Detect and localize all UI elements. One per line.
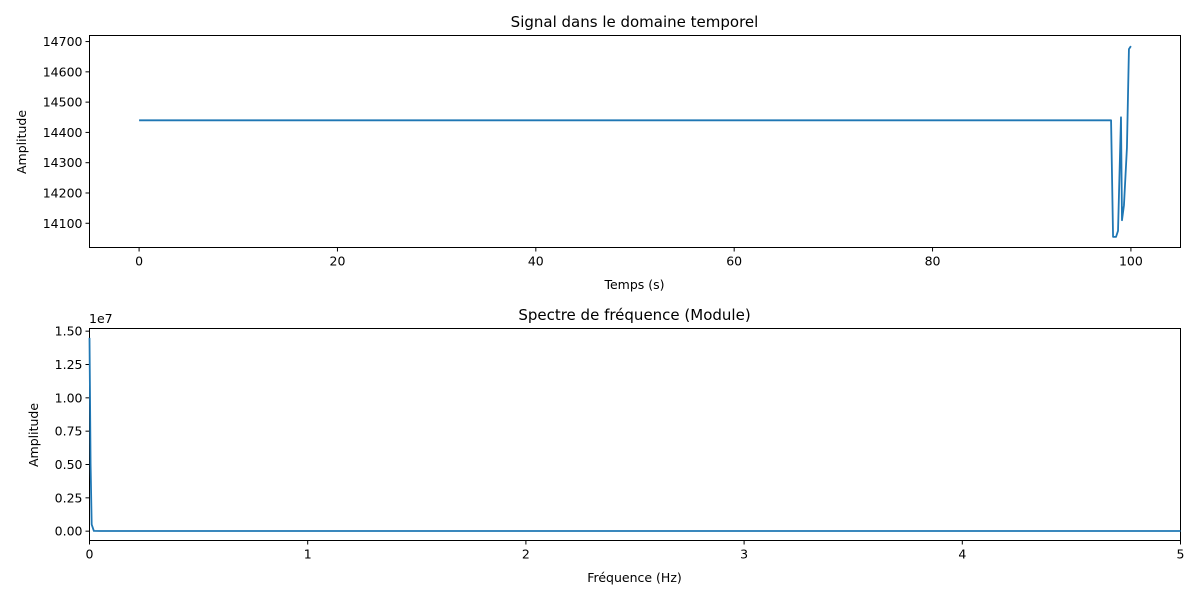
time-y-tick-label: 14200 bbox=[43, 185, 83, 200]
spectrum-chart-title: Spectre de fréquence (Module) bbox=[518, 306, 750, 324]
time-chart-title: Signal dans le domaine temporel bbox=[511, 13, 759, 31]
time-x-tick-label: 80 bbox=[925, 254, 941, 269]
spectrum-y-offset-text: 1e7 bbox=[89, 311, 113, 326]
spec-y-tick-label: 0.25 bbox=[55, 490, 83, 505]
spec-y-tick-label: 1.25 bbox=[55, 357, 83, 372]
time-x-tick-label: 100 bbox=[1119, 254, 1143, 269]
spectrum-chart-frame bbox=[89, 328, 1181, 541]
time-y-tick-label: 14100 bbox=[43, 216, 83, 231]
time-y-tick-label: 14400 bbox=[43, 125, 83, 140]
time-x-tick-label: 40 bbox=[528, 254, 544, 269]
spectrum-x-ticks: 0 1 2 3 4 5 bbox=[86, 540, 1185, 562]
spec-y-tick-label: 0.75 bbox=[55, 424, 83, 439]
time-y-ticks: 14100 14200 14300 14400 14500 14600 14700 bbox=[43, 34, 90, 231]
subplot-time-domain: Signal dans le domaine temporel 0 20 40 60 8… bbox=[14, 13, 1181, 292]
spec-x-tick-label: 3 bbox=[740, 547, 748, 562]
spec-y-tick-label: 0.00 bbox=[55, 524, 83, 539]
spectrum-x-axis-label: Fréquence (Hz) bbox=[587, 570, 682, 585]
time-x-tick-label: 20 bbox=[330, 254, 346, 269]
spec-x-tick-label: 1 bbox=[304, 547, 312, 562]
time-y-axis-label: Amplitude bbox=[14, 110, 29, 174]
time-x-ticks: 0 20 40 60 80 100 bbox=[135, 247, 1143, 269]
spec-y-tick-label: 1.50 bbox=[55, 324, 83, 339]
time-y-tick-label: 14500 bbox=[43, 95, 83, 110]
time-y-tick-label: 14700 bbox=[43, 34, 83, 49]
time-chart-frame bbox=[89, 35, 1181, 248]
time-x-axis-label: Temps (s) bbox=[603, 277, 664, 292]
spec-y-tick-label: 1.00 bbox=[55, 390, 83, 405]
time-series-line bbox=[139, 45, 1132, 238]
spec-x-tick-label: 2 bbox=[522, 547, 530, 562]
spectrum-series-line bbox=[88, 337, 1181, 532]
time-y-tick-label: 14600 bbox=[43, 64, 83, 79]
time-x-tick-label: 60 bbox=[726, 254, 742, 269]
spec-x-tick-label: 5 bbox=[1177, 547, 1185, 562]
spec-x-tick-label: 4 bbox=[958, 547, 966, 562]
subplot-frequency-spectrum: Spectre de fréquence (Module) 0 1 2 3 4 5 0.0… bbox=[26, 306, 1184, 585]
spec-y-tick-label: 0.50 bbox=[55, 457, 83, 472]
spec-x-tick-label: 0 bbox=[86, 547, 94, 562]
spectrum-y-ticks: 0.00 0.25 0.50 0.75 1.00 1.25 1.50 bbox=[55, 324, 90, 539]
time-y-tick-label: 14300 bbox=[43, 155, 83, 170]
spectrum-y-axis-label: Amplitude bbox=[26, 403, 41, 467]
time-x-tick-label: 0 bbox=[135, 254, 143, 269]
